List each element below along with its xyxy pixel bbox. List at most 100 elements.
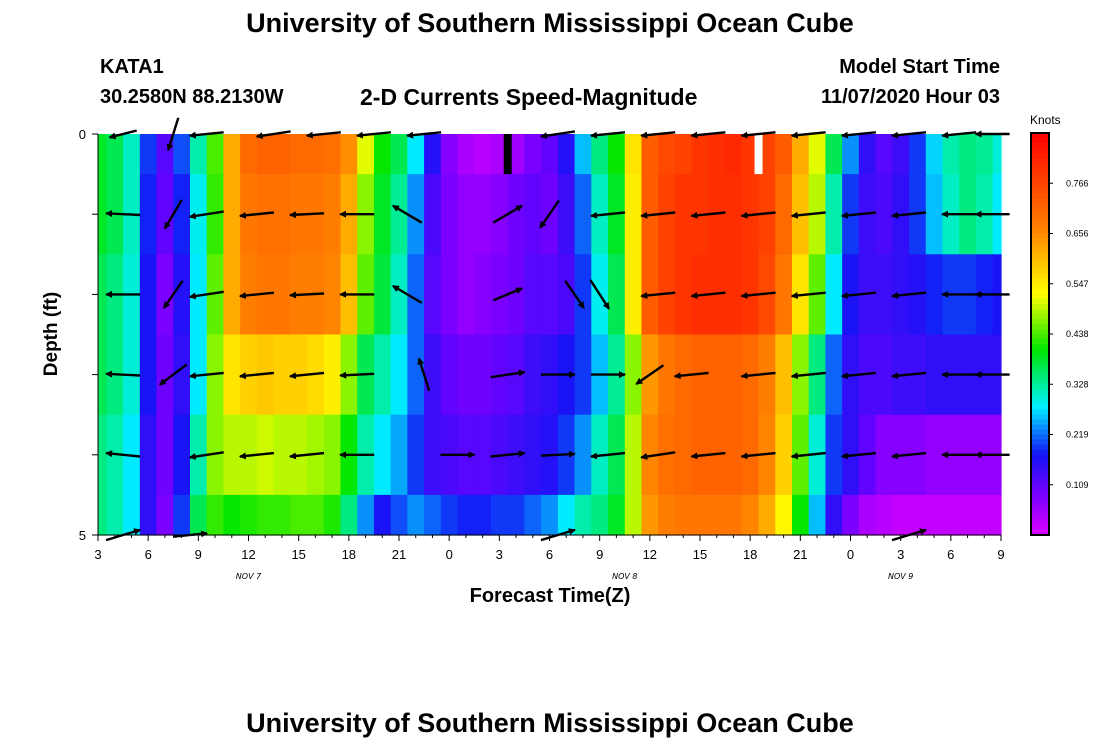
heatmap-cell	[808, 134, 827, 175]
colorbar-segment	[1031, 288, 1049, 295]
heatmap-cell	[524, 414, 542, 496]
heatmap-cell	[825, 414, 843, 496]
heatmap-cell	[674, 174, 693, 255]
heatmap-cell	[173, 494, 191, 536]
heatmap-cell	[541, 254, 559, 336]
heatmap-cell	[156, 414, 174, 496]
colorbar-segment	[1031, 208, 1049, 215]
current-vector-arrow	[891, 131, 927, 139]
heatmap-cell	[925, 414, 944, 496]
heatmap-cell	[758, 494, 776, 536]
colorbar-segment	[1031, 188, 1049, 194]
current-vector-arrow	[840, 131, 877, 139]
colorbar-segment	[1031, 399, 1049, 405]
heatmap-cell	[340, 134, 358, 175]
heatmap-cell	[240, 134, 258, 175]
current-vector-arrow	[840, 211, 877, 219]
current-vector-arrow	[740, 211, 776, 219]
current-vector-arrow	[238, 451, 275, 460]
heatmap-cell	[775, 134, 793, 175]
heatmap-cell	[591, 134, 609, 175]
heatmap-cell	[98, 174, 107, 255]
heatmap-cell	[992, 134, 1002, 175]
heatmap-cell	[173, 134, 191, 175]
heatmap-cell	[440, 134, 459, 175]
heatmap-cell	[658, 494, 676, 536]
heatmap-cell	[139, 134, 158, 175]
colorbar-segment	[1031, 153, 1049, 159]
heatmap-cell	[725, 174, 743, 255]
heatmap-cell	[892, 134, 910, 175]
heatmap-cell	[507, 334, 526, 416]
heatmap-cell	[223, 134, 241, 175]
heatmap-cell	[775, 254, 793, 336]
heatmap-cell	[390, 134, 408, 175]
heatmap-cell	[390, 494, 408, 536]
heatmap-cell	[624, 494, 643, 536]
heatmap-cell	[775, 334, 793, 416]
current-vector-arrow	[690, 211, 726, 219]
heatmap-cell	[98, 254, 107, 336]
heatmap-cell	[123, 134, 141, 175]
current-vector-arrow	[417, 357, 431, 392]
heatmap-cell	[624, 254, 643, 336]
heatmap-cell	[474, 174, 492, 255]
heatmap-cell	[490, 494, 509, 536]
x-tick-label: 9	[596, 547, 603, 562]
heatmap-cell	[725, 254, 743, 336]
current-vector-arrow	[305, 131, 341, 139]
current-vector-arrow	[289, 451, 325, 460]
heatmap-cell	[156, 174, 174, 255]
current-vector-arrow	[635, 364, 665, 385]
colorbar-segment	[1031, 364, 1049, 370]
heatmap-cell	[173, 254, 191, 336]
heatmap-cell	[440, 174, 459, 255]
current-vector-arrow	[289, 371, 325, 380]
colorbar-segment	[1031, 384, 1049, 390]
current-vector-arrow	[891, 451, 927, 460]
heatmap-cell	[624, 334, 643, 416]
heatmap-cell	[440, 334, 459, 416]
current-vector-arrow	[540, 450, 576, 458]
current-vector-arrow	[690, 131, 726, 139]
current-vector-arrow	[790, 211, 826, 219]
missing-data-marks	[503, 134, 763, 175]
heatmap-cell	[474, 254, 492, 336]
colorbar-segment	[1031, 389, 1049, 395]
heatmap-cell	[741, 494, 760, 536]
current-vector-arrow	[188, 131, 224, 139]
colorbar-segment	[1031, 233, 1049, 240]
x-tick-label: 6	[145, 547, 152, 562]
current-vector-arrow	[105, 450, 141, 458]
x-tick-label: 3	[94, 547, 101, 562]
colorbar-segment	[1031, 318, 1049, 325]
heatmap-cell	[223, 174, 241, 255]
heatmap-cell	[273, 254, 291, 336]
colorbar-segment	[1031, 273, 1049, 280]
heatmap-cell	[574, 134, 592, 175]
heatmap-cell	[206, 174, 225, 255]
heatmap-cell	[373, 174, 392, 255]
heatmap-cell	[106, 494, 124, 536]
current-vector-arrow	[790, 371, 826, 380]
heatmap-cell	[206, 414, 225, 496]
colorbar-segment	[1031, 429, 1049, 436]
current-vector-arrow	[564, 280, 585, 309]
x-tick-label: 3	[496, 547, 503, 562]
heatmap-cell	[674, 134, 693, 175]
heatmap-cell	[424, 414, 442, 496]
colorbar-segment	[1031, 293, 1049, 300]
current-vector-arrow	[188, 371, 224, 380]
current-vector-arrow	[406, 131, 442, 139]
colorbar-segment	[1031, 494, 1049, 501]
current-vector-arrow	[840, 451, 877, 460]
heatmap-cell	[557, 254, 576, 336]
heatmap-cell	[708, 494, 726, 536]
heatmap-cell	[139, 174, 158, 255]
x-tick-label: 15	[291, 547, 305, 562]
heatmap-cell	[139, 254, 158, 336]
x-date-label: NOV 7	[236, 572, 262, 581]
colorbar-segment	[1031, 168, 1049, 174]
heatmap-cell	[98, 414, 107, 496]
heatmap-cell	[725, 414, 743, 496]
